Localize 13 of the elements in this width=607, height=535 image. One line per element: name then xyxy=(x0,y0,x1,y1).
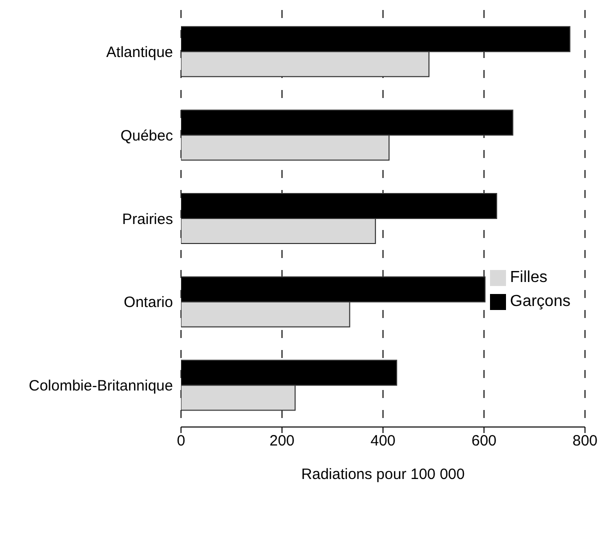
y-tick-label: Ontario xyxy=(124,294,173,312)
y-tick-label: Québec xyxy=(120,127,174,144)
x-tick-label: 800 xyxy=(572,432,598,450)
legend-label: Garçons xyxy=(510,293,570,310)
x-tick-label: 400 xyxy=(370,432,396,450)
y-tick-label: Atlantique xyxy=(106,44,173,62)
y-tick-label: Prairies xyxy=(122,210,173,228)
x-tick-label: 600 xyxy=(471,432,497,450)
y-tick-label: Colombie-Britannique xyxy=(28,378,173,395)
x-axis-title: Radiations pour 100 000 xyxy=(301,466,465,483)
legend-label: Filles xyxy=(510,269,548,286)
x-tick-label: 0 xyxy=(176,432,186,450)
x-tick-label: 200 xyxy=(269,432,295,450)
